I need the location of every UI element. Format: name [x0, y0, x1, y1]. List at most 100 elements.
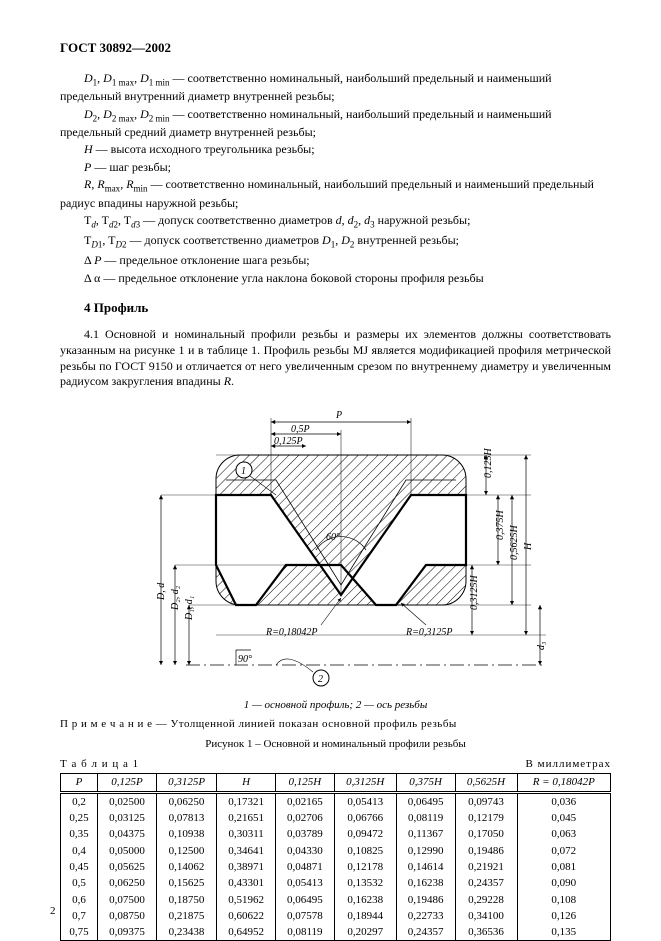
- label-d3: d₃: [536, 641, 546, 650]
- table-col: 0,125P: [98, 774, 157, 792]
- table-cell: 0,16238: [396, 875, 455, 891]
- table-cell: 0,11367: [396, 826, 455, 842]
- table-cell: 0,08119: [276, 924, 335, 941]
- table-cell: 0,081: [517, 859, 610, 875]
- table-cell: 0,02706: [276, 810, 335, 826]
- label-0125h: 0,125H: [483, 447, 494, 478]
- def-line: P — шаг резьбы;: [60, 160, 611, 176]
- table-col: H: [217, 774, 276, 792]
- table-cell: 0,12500: [156, 843, 216, 859]
- table-row: 0,20,025000,062500,173210,021650,054130,…: [61, 792, 611, 810]
- label-90: 90°: [238, 654, 252, 665]
- table-cell: 0,60622: [217, 908, 276, 924]
- table-cell: 0,38971: [217, 859, 276, 875]
- label-0125p: 0,125P: [274, 436, 303, 447]
- table-row: 0,50,062500,156250,433010,054130,135320,…: [61, 875, 611, 891]
- label-0375h: 0,375H: [495, 509, 506, 540]
- table-header-row: P0,125P0,3125PH0,125H0,3125H0,375H0,5625…: [61, 774, 611, 792]
- table-row: 0,750,093750,234380,649520,081190,20297 0…: [61, 924, 611, 941]
- table-cell: 0,072: [517, 843, 610, 859]
- table-cell: 0,21651: [217, 810, 276, 826]
- table-cell: 0,2: [61, 792, 98, 810]
- table-cell: 0,045: [517, 810, 610, 826]
- table-cell: 0,17050: [455, 826, 517, 842]
- table-cell: 0,09375: [98, 924, 157, 941]
- table-col: 0,125H: [276, 774, 335, 792]
- table-cell: 0,05625: [98, 859, 157, 875]
- label-r2: R=0,3125P: [405, 627, 452, 638]
- table-cell: 0,18944: [334, 908, 396, 924]
- table-row: 0,40,050000,125000,346410,043300,10825 0,…: [61, 843, 611, 859]
- table-cell: 0,21921: [455, 859, 517, 875]
- def-line: TD1, TD2 — допуск соответственно диаметр…: [60, 233, 611, 251]
- table-cell: 0,25: [61, 810, 98, 826]
- table-cell: 0,23438: [156, 924, 216, 941]
- table-cell: 0,22733: [396, 908, 455, 924]
- table-cell: 0,75: [61, 924, 98, 941]
- paragraph-4-1: 4.1 Основной и номинальный профили резьб…: [60, 327, 611, 389]
- table-cell: 0,05000: [98, 843, 157, 859]
- table-cell: 0,21875: [156, 908, 216, 924]
- table-col: 0,375H: [396, 774, 455, 792]
- table-cell: 0,43301: [217, 875, 276, 891]
- table-cell: 0,15625: [156, 875, 216, 891]
- table-cell: 0,20297: [334, 924, 396, 941]
- label-03125h: 0,3125H: [469, 574, 480, 610]
- table-cell: 0,24357: [455, 875, 517, 891]
- table-cell: 0,10938: [156, 826, 216, 842]
- table-cell: 0,063: [517, 826, 610, 842]
- table-1: P0,125P0,3125PH0,125H0,3125H0,375H0,5625…: [60, 773, 611, 941]
- page-number: 2: [50, 904, 56, 918]
- table-cell: 0,108: [517, 892, 610, 908]
- table-cell: 0,34100: [455, 908, 517, 924]
- label-p: P: [335, 410, 342, 421]
- table-cell: 0,090: [517, 875, 610, 891]
- table-cell: 0,04871: [276, 859, 335, 875]
- def-line: Δ α — предельное отклонение угла наклона…: [60, 271, 611, 287]
- table-cell: 0,36536: [455, 924, 517, 941]
- table-cell: 0,19486: [396, 892, 455, 908]
- table-cell: 0,18750: [156, 892, 216, 908]
- table-cell: 0,05413: [334, 792, 396, 810]
- table-cell: 0,4: [61, 843, 98, 859]
- table-cell: 0,06495: [396, 792, 455, 810]
- label-05p: 0,5P: [291, 424, 310, 435]
- table-cell: 0,51962: [217, 892, 276, 908]
- table-cell: 0,45: [61, 859, 98, 875]
- figure-caption: Рисунок 1 – Основной и номинальный профи…: [60, 737, 611, 751]
- table-units: В миллиметрах: [526, 757, 611, 771]
- table-cell: 0,03125: [98, 810, 157, 826]
- marker-1: 1: [241, 466, 246, 477]
- table-cell: 0,17321: [217, 792, 276, 810]
- table-cell: 0,04375: [98, 826, 157, 842]
- figure-note: П р и м е ч а н и е — Утолщенной линией …: [60, 717, 611, 731]
- table-cell: 0,7: [61, 908, 98, 924]
- table-cell: 0,07500: [98, 892, 157, 908]
- figure-legend: 1 — основной профиль; 2 — ось резьбы: [60, 698, 611, 712]
- table-col: 0,5625H: [455, 774, 517, 792]
- table-cell: 0,09472: [334, 826, 396, 842]
- label-dd: D, d: [156, 581, 167, 600]
- table-cell: 0,04330: [276, 843, 335, 859]
- table-col: R = 0,18042P: [517, 774, 610, 792]
- table-col: 0,3125P: [156, 774, 216, 792]
- table-cell: 0,06250: [98, 875, 157, 891]
- table-row: 0,60,075000,187500,519620,064950,162380,…: [61, 892, 611, 908]
- table-cell: 0,12178: [334, 859, 396, 875]
- table-row: 0,250,031250,078130,216510,027060,067660…: [61, 810, 611, 826]
- def-line: H — высота исходного треугольника резьбы…: [60, 142, 611, 158]
- table-cell: 0,10825: [334, 843, 396, 859]
- label-d2: D₂, d₂: [170, 585, 181, 611]
- table-cell: 0,07578: [276, 908, 335, 924]
- table-cell: 0,64952: [217, 924, 276, 941]
- table-cell: 0,13532: [334, 875, 396, 891]
- def-line: D2, D2 max, D2 min — соответственно номи…: [60, 107, 611, 141]
- table-cell: 0,06766: [334, 810, 396, 826]
- def-line: D1, D1 max, D1 min — соответственно номи…: [60, 71, 611, 105]
- table-cell: 0,07813: [156, 810, 216, 826]
- table-cell: 0,08119: [396, 810, 455, 826]
- label-05625h: 0,5625H: [509, 524, 520, 560]
- marker-2: 2: [318, 674, 323, 685]
- table-cell: 0,135: [517, 924, 610, 941]
- table-cell: 0,34641: [217, 843, 276, 859]
